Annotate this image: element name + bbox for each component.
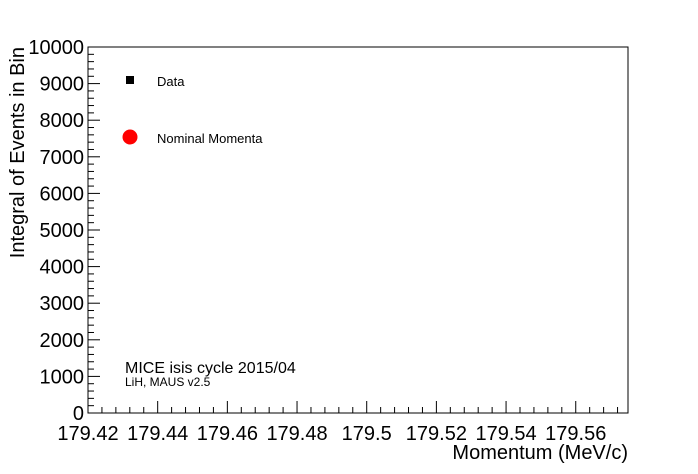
legend: Data Nominal Momenta [122,74,263,146]
axis-ticks [87,46,619,414]
legend-marker-nominal-momenta [122,129,138,145]
y-tick-label: 2000 [40,330,85,352]
x-tick-label: 179.44 [127,423,188,445]
legend-label-data: Data [157,74,185,89]
y-tick-label: 6000 [40,183,85,205]
y-tick-label: 10000 [28,37,84,59]
x-tick-label: 179.52 [406,423,467,445]
x-tick-label: 179.42 [57,423,118,445]
axis-tick-labels: 179.42 179.44 179.46 179.48 179.5 179.52 179.5… [28,37,606,445]
x-tick-label: 179.5 [342,423,392,445]
y-tick-label: 7000 [40,147,85,169]
y-tick-label: 0 [73,403,84,425]
y-tick-label: 5000 [40,220,85,242]
x-tick-label: 179.46 [197,423,258,445]
y-tick-label: 3000 [40,293,85,315]
x-tick-label: 179.48 [266,423,327,445]
y-tick-label: 8000 [40,110,85,132]
x-axis-title: Momentum (MeV/c) [452,442,628,464]
x-tick-label: 179.54 [475,423,536,445]
y-tick-label: 4000 [40,257,85,279]
plot-frame [87,46,629,414]
legend-marker-data [126,76,134,84]
legend-label-nominal-momenta: Nominal Momenta [157,131,263,146]
y-tick-label: 1000 [40,366,85,388]
y-tick-label: 9000 [40,74,85,96]
y-axis-title: Integral of Events in Bin [7,47,29,258]
x-tick-label: 179.56 [545,423,606,445]
annotation-sub: LiH, MAUS v2.5 [125,375,211,389]
annotation-main: MICE isis cycle 2015/04 [125,360,296,377]
